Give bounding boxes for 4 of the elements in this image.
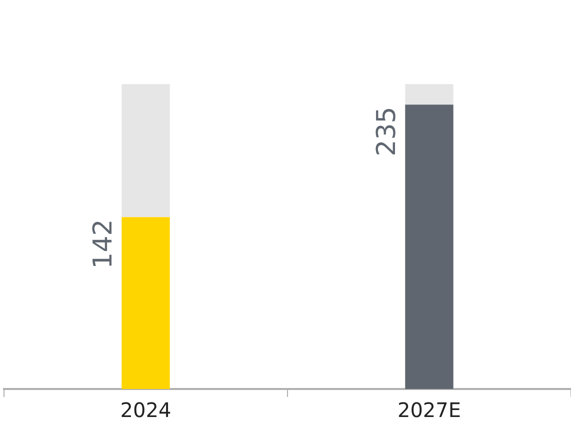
x-tick-label: 2024 [120,398,172,422]
x-tick-label: 2027E [397,398,462,422]
data-label: 235 [372,106,402,156]
data-label: 142 [88,219,118,269]
